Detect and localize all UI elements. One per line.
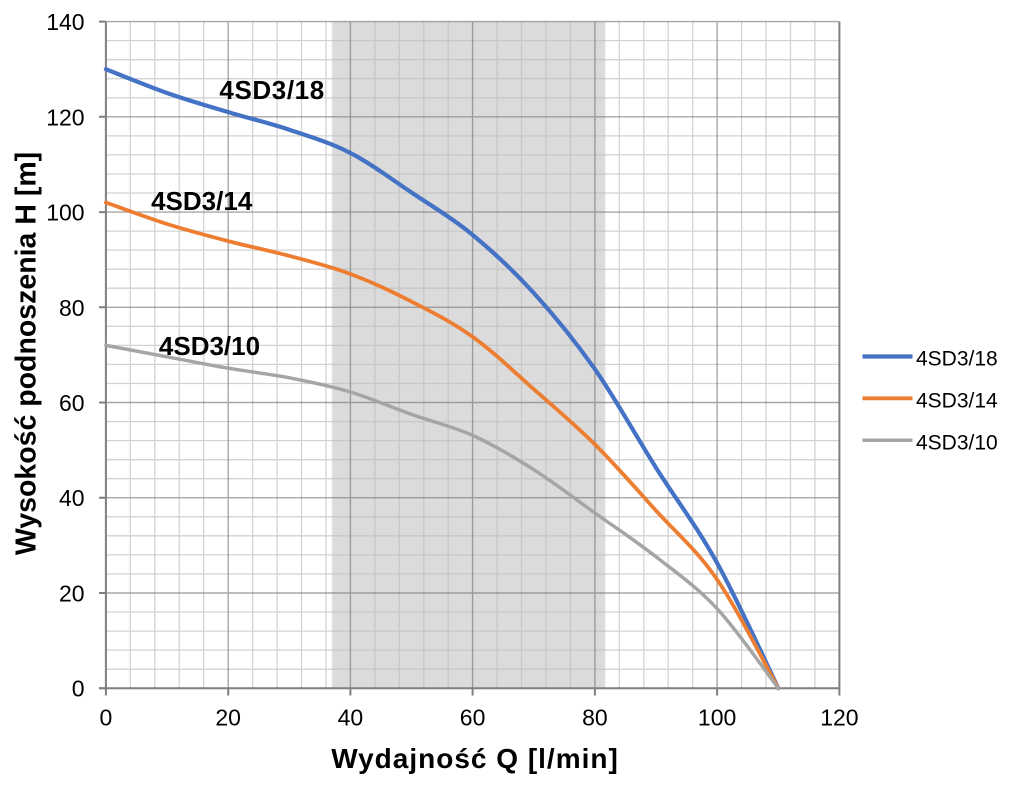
svg-text:80: 80 — [59, 295, 85, 321]
svg-text:60: 60 — [59, 390, 85, 416]
svg-text:40: 40 — [338, 705, 364, 731]
svg-text:4SD3/14: 4SD3/14 — [151, 186, 253, 216]
svg-text:Wysokość podnoszenia H [m]: Wysokość podnoszenia H [m] — [11, 152, 43, 555]
svg-text:20: 20 — [59, 581, 85, 607]
svg-text:20: 20 — [215, 705, 241, 731]
svg-text:100: 100 — [46, 200, 84, 226]
svg-text:4SD3/18: 4SD3/18 — [219, 75, 324, 105]
svg-text:4SD3/10: 4SD3/10 — [916, 431, 998, 454]
svg-text:Wydajność Q [l/min]: Wydajność Q [l/min] — [331, 743, 619, 774]
svg-text:4SD3/10: 4SD3/10 — [159, 331, 260, 361]
svg-text:4SD3/18: 4SD3/18 — [916, 348, 998, 371]
svg-text:120: 120 — [46, 104, 84, 130]
svg-text:0: 0 — [100, 705, 113, 731]
svg-text:140: 140 — [46, 9, 84, 35]
svg-text:40: 40 — [59, 485, 85, 511]
svg-text:4SD3/14: 4SD3/14 — [916, 389, 998, 412]
svg-text:0: 0 — [72, 676, 85, 702]
svg-text:60: 60 — [460, 705, 486, 731]
svg-text:120: 120 — [820, 705, 858, 731]
svg-text:100: 100 — [698, 705, 736, 731]
svg-text:80: 80 — [582, 705, 608, 731]
